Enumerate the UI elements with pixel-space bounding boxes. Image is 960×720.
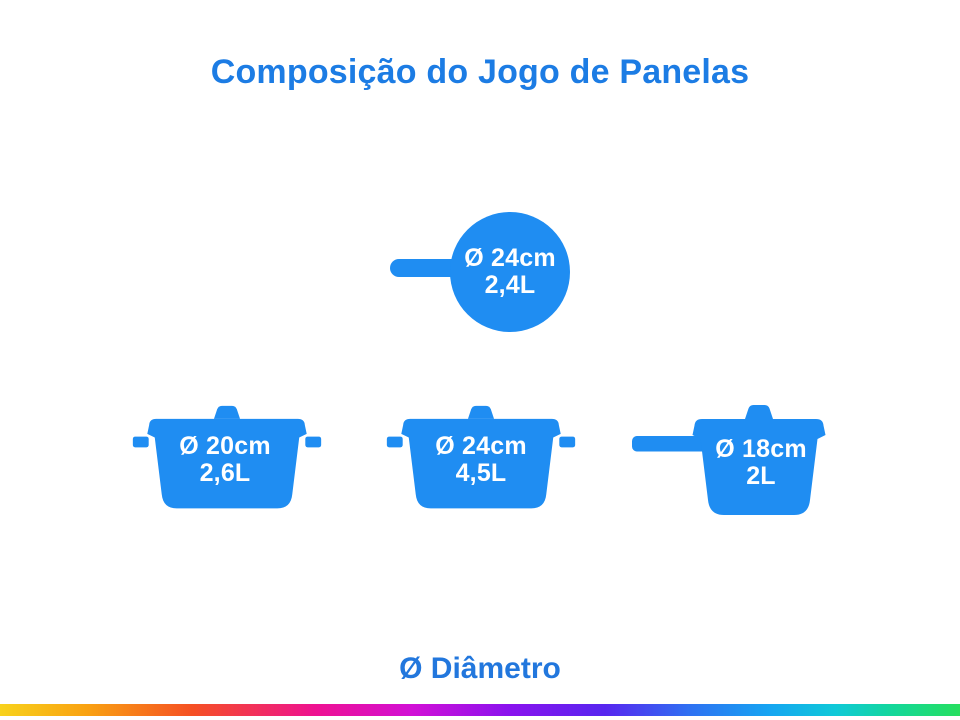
frying-pan-diameter: Ø 24cm [464, 244, 556, 272]
casserole-24cm-icon [382, 404, 580, 514]
diameter-legend: Ø Diâmetro [399, 652, 561, 685]
page-title: Composição do Jogo de Panelas [210, 52, 750, 91]
casserole-24cm-capacity: 4,5L [455, 459, 507, 487]
casserole-24cm-label: Ø 24cm 4,5L [391, 433, 571, 487]
frying-pan-label: Ø 24cm 2,4L [420, 245, 600, 299]
saucepan-icon [628, 403, 833, 521]
frying-pan-capacity: 2,4L [484, 271, 536, 299]
casserole-20cm-label: Ø 20cm 2,6L [135, 433, 315, 487]
saucepan-label: Ø 18cm 2L [671, 436, 851, 490]
brand-gradient-bar [0, 704, 960, 716]
casserole-24cm-diameter: Ø 24cm [435, 432, 527, 460]
frying-pan-icon [390, 210, 572, 334]
casserole-20cm-diameter: Ø 20cm [179, 432, 271, 460]
saucepan-capacity: 2L [746, 462, 776, 490]
saucepan-diameter: Ø 18cm [715, 435, 807, 463]
casserole-20cm-icon [128, 404, 326, 514]
casserole-20cm-capacity: 2,6L [199, 459, 251, 487]
